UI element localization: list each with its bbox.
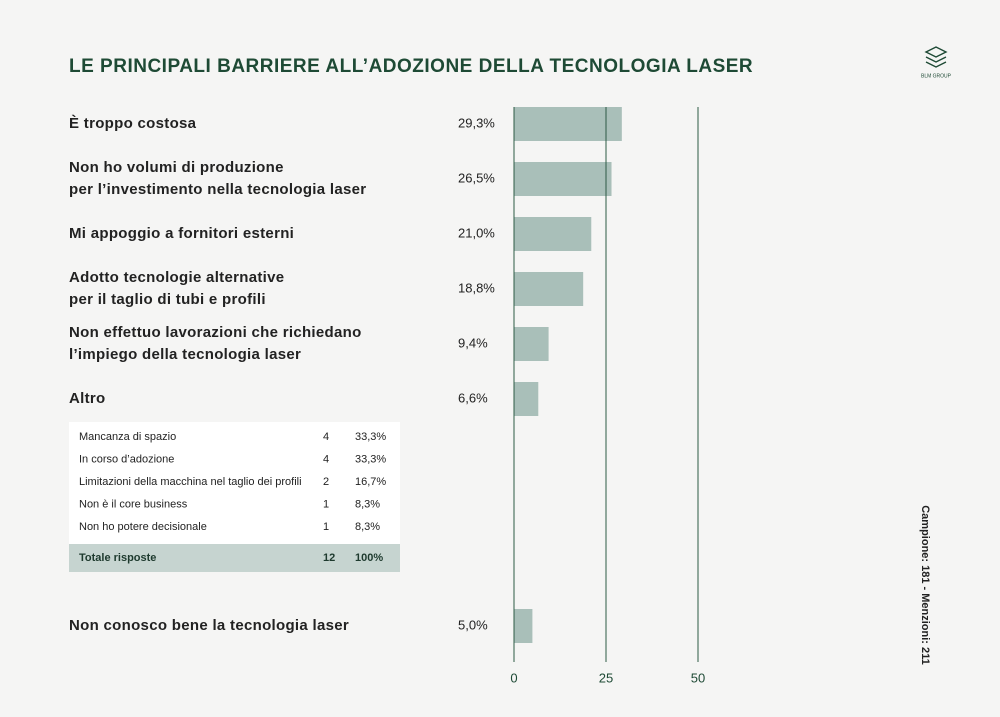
category-label: Altro xyxy=(69,390,106,407)
table-cell: 33,3% xyxy=(355,453,386,465)
category-label: Mi appoggio a fornitori esterni xyxy=(69,225,294,242)
table-cell: 2 xyxy=(323,476,329,488)
table-cell: Mancanza di spazio xyxy=(79,431,176,443)
logo-text: BLM GROUP xyxy=(921,73,952,79)
category-label: Non effettuo lavorazioni che richiedano l… xyxy=(69,324,362,363)
table-cell: 4 xyxy=(323,431,329,443)
table-total-bg xyxy=(69,544,400,572)
table-total-cell: Totale risposte xyxy=(79,552,156,564)
value-label: 26,5% xyxy=(458,170,495,185)
bar xyxy=(514,609,533,643)
table-cell: 8,3% xyxy=(355,521,380,533)
table-cell: 4 xyxy=(323,453,329,465)
logo xyxy=(924,46,948,68)
table-total-cell: 12 xyxy=(323,552,335,564)
category-label: Adotto tecnologie alternative per il tagl… xyxy=(69,269,284,308)
bar xyxy=(514,327,549,361)
category-label: Non conosco bene la tecnologia laser xyxy=(69,617,349,634)
table-cell: 16,7% xyxy=(355,476,386,488)
bar xyxy=(514,107,622,141)
table-total-cell: 100% xyxy=(355,552,383,564)
table-cell: Non ho potere decisionale xyxy=(79,521,207,533)
note: Campione: 181 - Menzioni: 211 xyxy=(919,505,931,665)
x-tick-label: 0 xyxy=(510,670,517,685)
bar xyxy=(514,382,539,416)
title: LE PRINCIPALI BARRIERE ALL’ADOZIONE DELL… xyxy=(69,56,753,77)
table-cell: 1 xyxy=(323,498,329,510)
bar xyxy=(514,272,584,306)
category-label: È troppo costosa xyxy=(69,115,197,132)
table-cell: Non è il core business xyxy=(79,498,188,510)
table-cell: Limitazioni della macchina nel taglio de… xyxy=(79,476,302,488)
value-label: 21,0% xyxy=(458,225,495,240)
bar xyxy=(514,162,612,196)
value-label: 9,4% xyxy=(458,335,488,350)
table-cell: 8,3% xyxy=(355,498,380,510)
value-label: 6,6% xyxy=(458,390,488,405)
table-cell: 1 xyxy=(323,521,329,533)
bar xyxy=(514,217,592,251)
value-label: 5,0% xyxy=(458,617,488,632)
x-tick-label: 25 xyxy=(599,670,613,685)
table-cell: 33,3% xyxy=(355,431,386,443)
value-label: 29,3% xyxy=(458,115,495,130)
value-label: 18,8% xyxy=(458,280,495,295)
category-label: Non ho volumi di produzione per l’investi… xyxy=(69,159,366,198)
table-cell: In corso d’adozione xyxy=(79,453,174,465)
x-tick-label: 50 xyxy=(691,670,705,685)
